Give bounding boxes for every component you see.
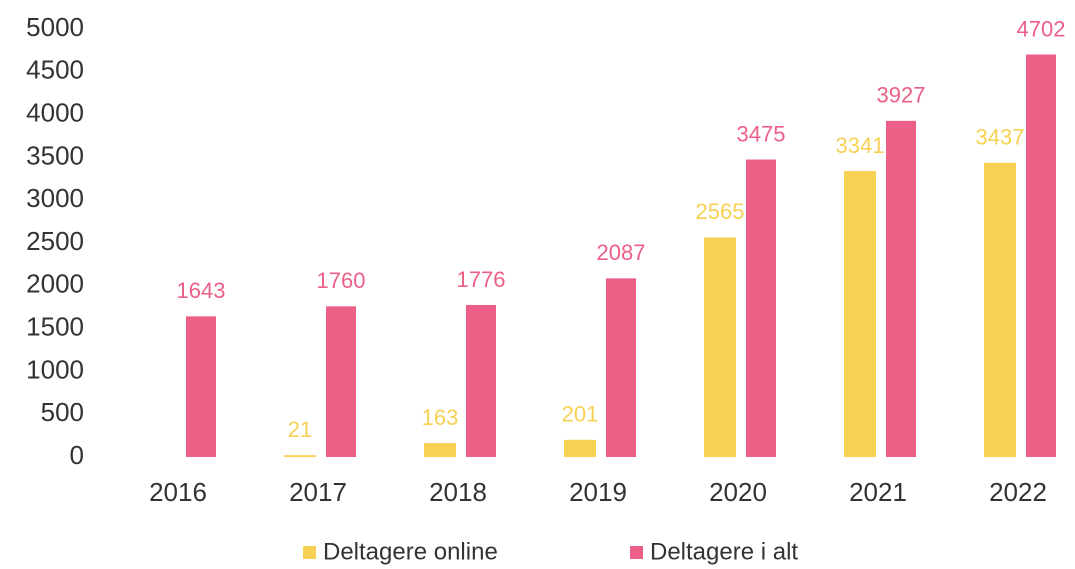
legend-swatch bbox=[630, 546, 643, 559]
x-tick-label: 2018 bbox=[429, 477, 487, 507]
value-label: 3437 bbox=[976, 125, 1025, 150]
bar bbox=[606, 278, 636, 457]
value-label: 163 bbox=[422, 405, 459, 430]
y-tick-label: 0 bbox=[70, 440, 84, 470]
value-label: 2087 bbox=[597, 240, 646, 265]
x-tick-label: 2022 bbox=[989, 477, 1047, 507]
bar bbox=[1026, 54, 1056, 458]
x-tick-label: 2017 bbox=[289, 477, 347, 507]
legend-label: Deltagere i alt bbox=[650, 538, 798, 565]
x-tick-label: 2016 bbox=[149, 477, 207, 507]
bar bbox=[984, 162, 1016, 458]
bar bbox=[326, 306, 356, 457]
y-tick-label: 1000 bbox=[26, 354, 84, 384]
value-label: 1760 bbox=[317, 268, 366, 293]
bar bbox=[746, 159, 776, 458]
y-tick-label: 1500 bbox=[26, 311, 84, 341]
x-tick-label: 2019 bbox=[569, 477, 627, 507]
bar bbox=[284, 455, 316, 457]
bar bbox=[844, 171, 876, 457]
value-label: 3475 bbox=[737, 121, 786, 146]
y-tick-label: 5000 bbox=[26, 12, 84, 42]
value-label: 3341 bbox=[836, 133, 885, 158]
y-tick-label: 2500 bbox=[26, 226, 84, 256]
value-label: 2565 bbox=[696, 199, 745, 224]
value-label: 3927 bbox=[877, 83, 926, 108]
y-tick-label: 4500 bbox=[26, 55, 84, 85]
y-tick-label: 500 bbox=[41, 397, 84, 427]
value-label: 1776 bbox=[457, 267, 506, 292]
x-tick-label: 2021 bbox=[849, 477, 907, 507]
value-label: 1643 bbox=[177, 278, 226, 303]
bar bbox=[186, 316, 216, 457]
bar bbox=[466, 304, 496, 457]
value-label: 21 bbox=[288, 417, 312, 442]
y-tick-label: 3500 bbox=[26, 140, 84, 170]
legend-label: Deltagere online bbox=[323, 538, 498, 565]
legend-swatch bbox=[303, 546, 316, 559]
bar bbox=[424, 443, 456, 457]
value-label: 4702 bbox=[1017, 16, 1066, 41]
y-tick-label: 2000 bbox=[26, 269, 84, 299]
y-tick-label: 3000 bbox=[26, 183, 84, 213]
x-tick-label: 2020 bbox=[709, 477, 767, 507]
bar bbox=[704, 237, 736, 457]
value-label: 201 bbox=[562, 402, 599, 427]
bar bbox=[564, 439, 596, 457]
bar bbox=[886, 120, 916, 457]
y-tick-label: 4000 bbox=[26, 97, 84, 127]
